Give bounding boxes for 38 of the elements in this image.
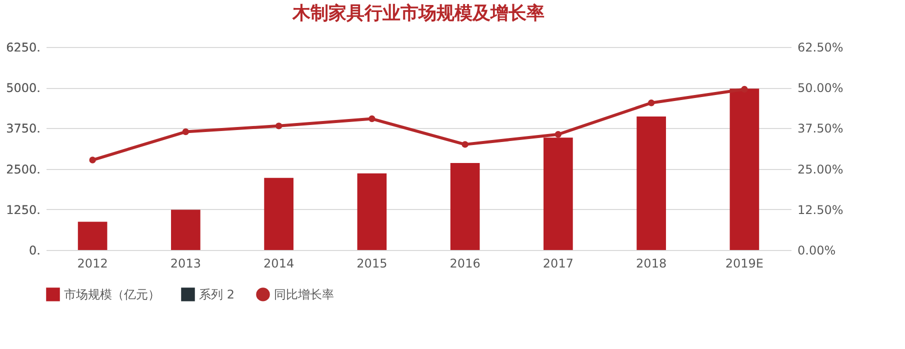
- point: [462, 141, 468, 148]
- y2-tick-label: 37.50%: [798, 122, 844, 136]
- y2-tick-label: 25.00%: [798, 162, 844, 176]
- y-tick-label: 2500.: [6, 162, 40, 176]
- bar: [450, 162, 480, 250]
- point: [89, 156, 96, 164]
- y-tick-label: 0.: [29, 244, 40, 258]
- y-tick-label: 5000.: [6, 81, 40, 96]
- y-tick-label: 6250.: [6, 40, 40, 54]
- legend-label: 同比增长率: [274, 287, 334, 302]
- legend-label: 市场规模（亿元）: [64, 287, 160, 302]
- point: [648, 100, 655, 106]
- point: [275, 122, 282, 130]
- x-tick-label: 2014: [264, 256, 294, 270]
- x-tick-label: 2019E: [725, 256, 764, 270]
- y-tick-label: 1250.: [6, 202, 40, 217]
- chart-title: 木制家具行业市场规模及增长率: [292, 3, 544, 24]
- x-tick-label: 2018: [636, 256, 667, 270]
- bar: [264, 178, 294, 250]
- bar: [78, 222, 108, 250]
- point: [368, 115, 376, 122]
- bar: [357, 173, 387, 250]
- bar: [636, 116, 666, 250]
- y2-tick-label: 12.50%: [798, 202, 844, 217]
- point: [182, 128, 190, 136]
- legend-label: 系列 2: [199, 287, 234, 302]
- point: [554, 131, 562, 138]
- x-tick-label: 2013: [170, 256, 201, 270]
- y-tick-label: 3750.: [6, 122, 40, 136]
- x-tick-label: 2016: [450, 256, 480, 270]
- x-tick-label: 2017: [542, 256, 574, 270]
- point: [741, 86, 748, 93]
- y2-tick-label: 50.00%: [798, 81, 844, 96]
- y2-tick-label: 62.50%: [798, 40, 844, 54]
- bar: [171, 210, 200, 250]
- y2-tick-label: 0.00%: [798, 244, 836, 258]
- x-tick-label: 2015: [356, 256, 388, 270]
- x-tick-label: 2012: [77, 256, 108, 270]
